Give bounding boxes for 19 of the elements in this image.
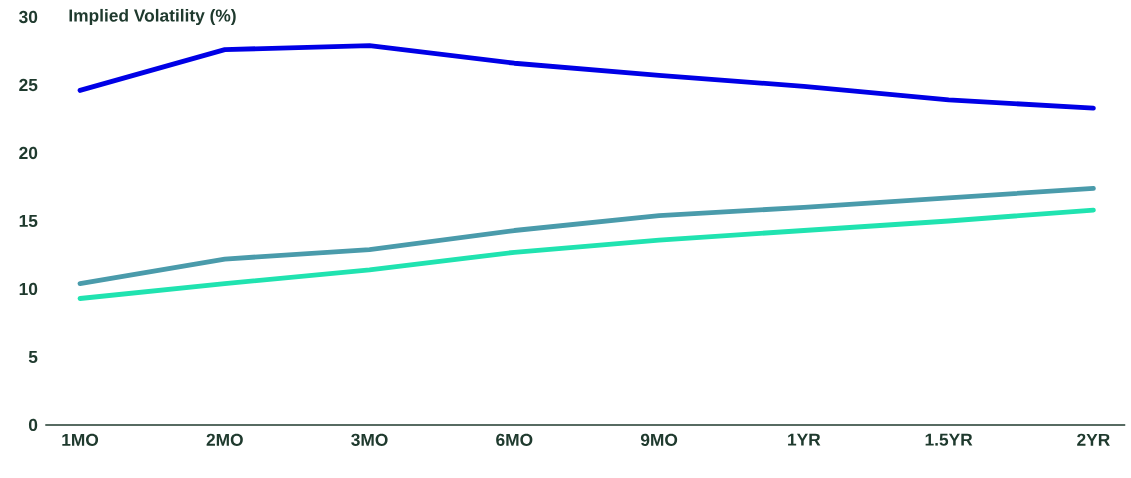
y-tick-label: 5 — [28, 350, 38, 364]
y-tick-label: 30 — [19, 10, 38, 24]
y-tick-label: 20 — [19, 146, 38, 160]
y-tick-label: 25 — [19, 78, 38, 92]
x-tick-label: 6MO — [496, 433, 533, 446]
y-tick-label: 15 — [19, 214, 38, 228]
y-tick-label: 0 — [28, 418, 38, 432]
line-series — [77, 207, 1096, 301]
line-series — [77, 185, 1096, 286]
x-tick-label: 1MO — [62, 433, 99, 446]
x-tick-label: 9MO — [640, 433, 678, 446]
y-tick-label: 10 — [19, 282, 38, 296]
x-tick-label: 1.5YR — [925, 433, 973, 446]
chart-title: Implied Volatility (%) — [69, 8, 236, 26]
x-tick-label: 1YR — [788, 433, 821, 446]
x-tick-label: 2MO — [206, 433, 243, 446]
x-tick-label: 2YR — [1077, 433, 1110, 446]
line-series — [77, 43, 1096, 111]
x-tick-label: 3MO — [351, 433, 388, 446]
